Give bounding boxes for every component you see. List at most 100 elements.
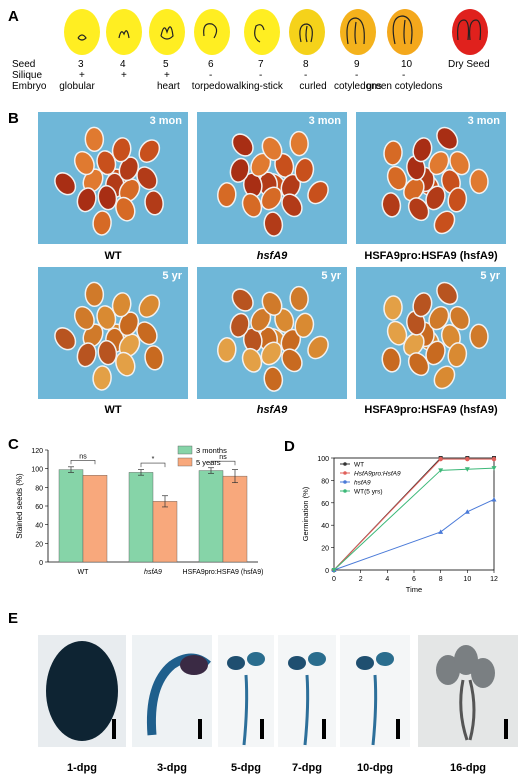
stage-silique: -	[259, 70, 263, 81]
scale-bar	[504, 719, 508, 739]
stage-embryo: green cotyledons	[366, 81, 443, 92]
bar-3-months	[198, 470, 224, 563]
seedling-gus-photo	[132, 635, 212, 747]
seed-stage-8	[387, 9, 423, 55]
stage-seed-number: Dry Seed	[448, 59, 490, 70]
bar-3-months	[128, 472, 154, 563]
y-tick-label: 80	[35, 485, 43, 492]
legend-label: 5 years	[196, 458, 221, 467]
y-axis-label: Germination (%)	[301, 486, 310, 541]
x-axis-label: Time	[406, 585, 422, 594]
seed-stain-photo: 5 yr	[38, 267, 188, 399]
seedling-gus-photo	[218, 635, 274, 747]
stage-embryo: walking-stick	[226, 81, 283, 92]
data-point	[491, 496, 497, 502]
storage-time-tag: 3 mon	[467, 115, 500, 127]
stage-silique: -	[402, 70, 406, 81]
seed-stain-photo: 5 yr	[356, 267, 506, 399]
stage-seed-number: 3	[78, 59, 84, 70]
genotype-caption: WT	[104, 404, 122, 416]
seed-stain-photo: 3 mon	[197, 112, 347, 244]
genotype-caption: hsfA9	[256, 404, 288, 416]
scale-bar	[322, 719, 326, 739]
seed-stage-illustrations	[64, 9, 488, 55]
bar-5-years	[222, 475, 248, 563]
stage-seed-number: 4	[120, 59, 126, 70]
panel-label-b: B	[8, 110, 19, 127]
stage-silique: -	[355, 70, 359, 81]
storage-time-tag: 5 yr	[162, 270, 182, 282]
panel-label-e: E	[8, 610, 19, 627]
series-line-3	[333, 467, 495, 571]
scale-bar	[260, 719, 264, 739]
seed-stage-4	[194, 9, 230, 55]
y-tick-label: 100	[31, 467, 43, 474]
legend-swatch	[177, 457, 193, 467]
stage-silique: -	[209, 70, 213, 81]
data-point	[465, 456, 470, 462]
scale-bar	[396, 719, 400, 739]
legend-swatch	[177, 445, 193, 455]
data-point	[491, 466, 497, 471]
stage-seed-number: 8	[303, 59, 309, 70]
data-point	[438, 456, 443, 462]
stage-silique: +	[164, 70, 170, 81]
bar-5-years	[152, 501, 178, 563]
seed-stage-9	[452, 9, 488, 55]
x-tick-label: 6	[412, 576, 416, 583]
y-tick-label: 100	[317, 456, 329, 463]
storage-time-tag: 5 yr	[480, 270, 500, 282]
seed-stage-7	[340, 9, 376, 55]
stage-silique: -	[304, 70, 308, 81]
y-tick-label: 0	[39, 560, 43, 567]
row-label-embryo: Embryo	[12, 81, 47, 92]
legend-marker	[343, 489, 347, 493]
data-point	[464, 509, 470, 514]
stage-embryo: heart	[157, 81, 180, 92]
genotype-caption: HSFA9pro:HSFA9 (hsfA9)	[364, 250, 498, 262]
days-post-germination-label: 7-dpg	[292, 762, 322, 774]
seed-stain-photo: 3 mon	[356, 112, 506, 244]
stage-embryo: cotyledons	[334, 81, 382, 92]
stage-silique: +	[121, 70, 127, 81]
legend-label: 3 months	[196, 446, 227, 455]
x-category-label: HSFA9pro:HSFA9 (hsfA9)	[183, 569, 264, 576]
row-label-seed: Seed	[12, 59, 36, 70]
legend-label: WT	[354, 462, 364, 469]
x-tick-label: 4	[385, 576, 389, 583]
days-post-germination-label: 5-dpg	[231, 762, 261, 774]
seed-stain-photo: 5 yr	[197, 267, 347, 399]
genotype-caption: WT	[104, 250, 122, 262]
y-tick-label: 60	[35, 504, 43, 511]
genotype-caption: hsfA9	[256, 250, 288, 262]
y-tick-label: 40	[35, 523, 43, 530]
seedling-gus-photo	[418, 635, 518, 747]
x-tick-label: 0	[332, 576, 336, 583]
significance-label: *	[152, 456, 155, 463]
stage-silique: +	[79, 70, 85, 81]
legend-marker	[343, 471, 347, 475]
genotype-caption: HSFA9pro:HSFA9 (hsfA9)	[364, 404, 498, 416]
stage-seed-number: 6	[208, 59, 214, 70]
seedling-gus-photo	[278, 635, 336, 747]
significance-bracket	[70, 459, 96, 465]
y-tick-label: 40	[321, 523, 329, 530]
seed-stage-3	[149, 9, 185, 55]
storage-time-tag: 3 mon	[308, 115, 341, 127]
legend-label: WT(5 yrs)	[354, 489, 383, 496]
panel-label-a: A	[8, 8, 19, 25]
y-axis-label: Stained seeds (%)	[15, 473, 24, 539]
germination-line-chart: 0 20 40 60 80 100 0 2 4 6 8 10 12 Time Germination (%)…	[301, 456, 498, 594]
days-post-germination-label: 16-dpg	[449, 762, 487, 774]
x-tick-label: 12	[490, 576, 498, 583]
storage-time-tag: 3 mon	[149, 115, 182, 127]
seed-stain-photo: 3 mon	[38, 112, 188, 244]
panel-label-c: C	[8, 436, 19, 453]
data-point	[438, 468, 444, 473]
x-tick-label: 10	[463, 576, 471, 583]
y-tick-label: 80	[321, 478, 329, 485]
stage-embryo: torpedo	[191, 81, 226, 92]
series-line-1	[333, 458, 494, 571]
stage-embryo: globular	[59, 81, 95, 92]
stage-seed-number: 10	[401, 59, 413, 70]
